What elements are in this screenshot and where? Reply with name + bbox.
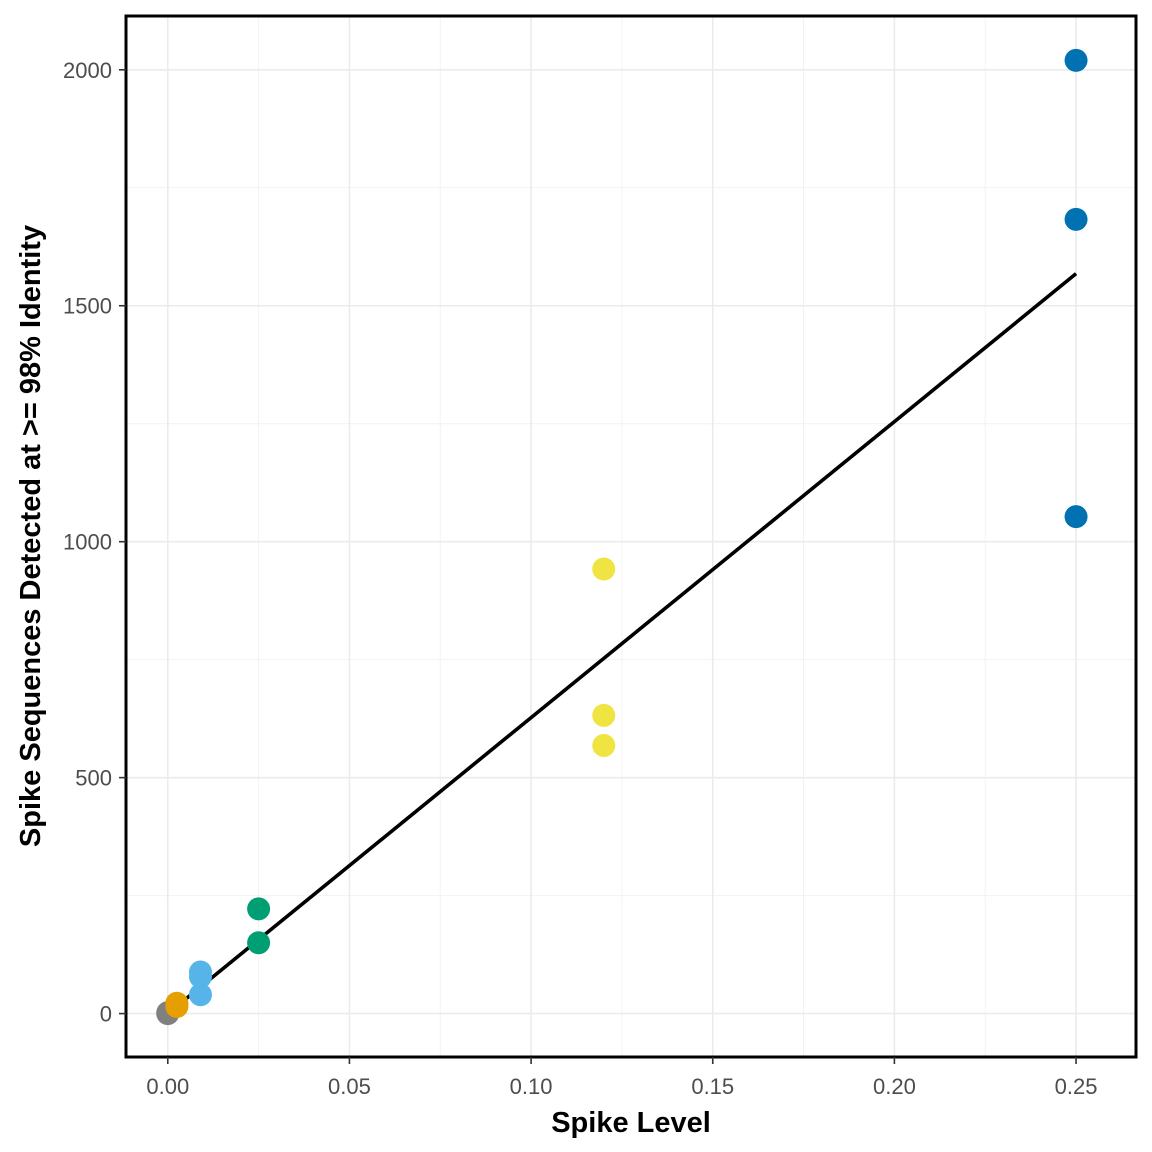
data-point xyxy=(165,995,189,1019)
x-tick-label: 0.25 xyxy=(1055,1074,1098,1099)
data-point xyxy=(247,897,271,921)
trend-line-group xyxy=(166,272,1078,1015)
x-tick-label: 0.10 xyxy=(510,1074,553,1099)
y-axis-title: Spike Sequences Detected at >= 98% Ident… xyxy=(15,225,47,847)
trend-line xyxy=(166,272,1078,1015)
data-point xyxy=(1064,505,1088,529)
x-tick-label: 0.20 xyxy=(873,1074,916,1099)
x-tick-label: 0.15 xyxy=(691,1074,734,1099)
x-tick-label: 0.00 xyxy=(146,1074,189,1099)
panel-border xyxy=(124,14,1138,1059)
y-tick-label: 1000 xyxy=(63,530,112,555)
x-axis-title: Spike Level xyxy=(551,1107,711,1139)
x-axis-ticks: 0.00 0.05 0.10 0.15 0.20 0.25 xyxy=(146,1057,1097,1099)
data-point xyxy=(1064,48,1088,72)
y-axis-ticks: 0 500 1000 1500 2000 xyxy=(63,58,126,1027)
x-tick-label: 0.05 xyxy=(328,1074,371,1099)
gridlines xyxy=(126,16,1136,1057)
y-tick-label: 1500 xyxy=(63,294,112,319)
data-point xyxy=(188,983,212,1007)
data-point xyxy=(188,965,212,989)
panel-background xyxy=(126,16,1136,1057)
data-point xyxy=(1064,207,1088,231)
data-point xyxy=(247,931,271,955)
y-tick-label: 500 xyxy=(75,766,112,791)
data-point xyxy=(592,703,616,727)
data-points xyxy=(156,48,1088,1026)
y-tick-label: 2000 xyxy=(63,58,112,83)
data-point xyxy=(592,734,616,758)
data-point xyxy=(592,557,616,581)
y-tick-label: 0 xyxy=(100,1002,112,1027)
